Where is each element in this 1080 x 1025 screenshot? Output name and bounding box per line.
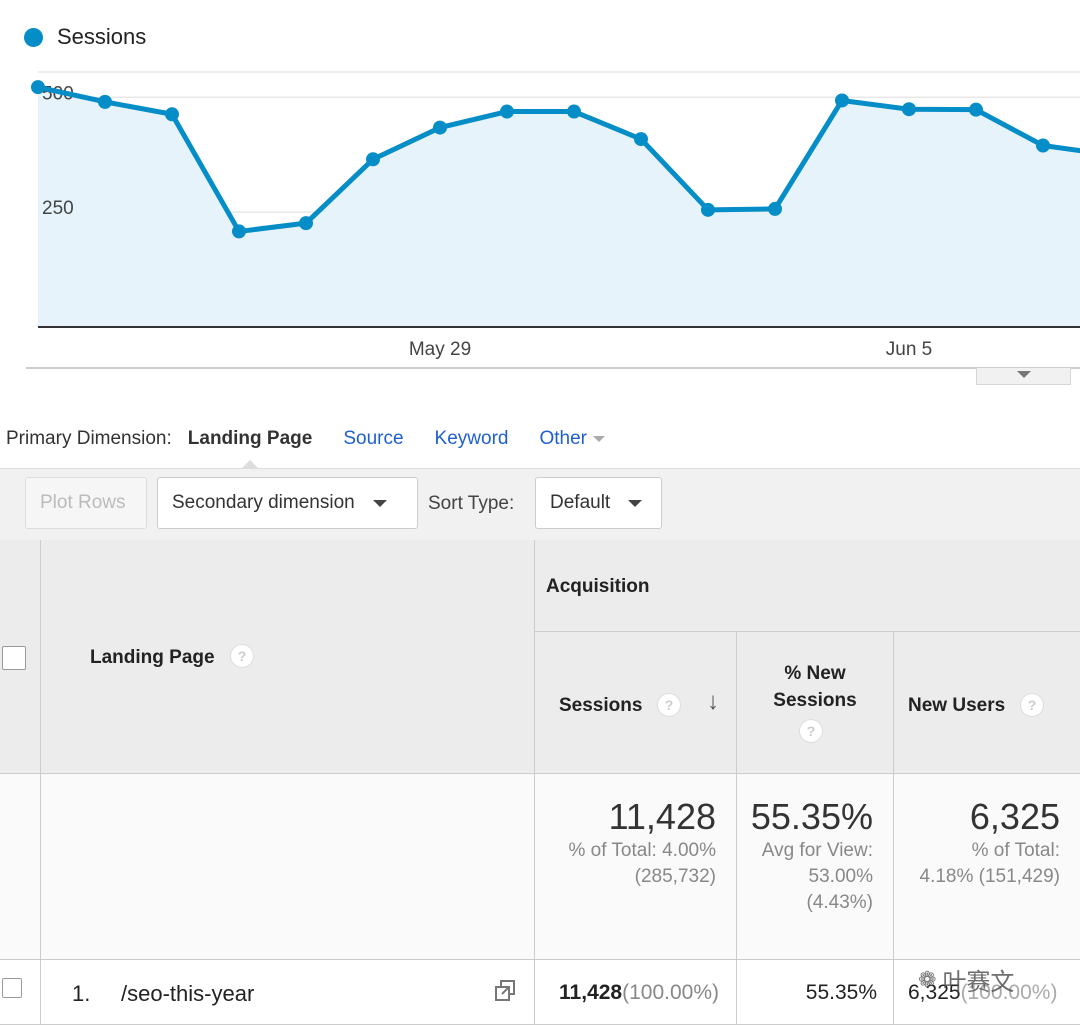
- watermark-text: 叶赛文: [942, 969, 1015, 996]
- table-row-new-sessions: 55.35%: [737, 960, 894, 1025]
- totals-select-cell: [0, 774, 41, 960]
- dimension-keyword-link[interactable]: Keyword: [434, 428, 509, 449]
- caret-down-icon: [593, 435, 605, 442]
- new-sessions-header-line2: Sessions: [773, 690, 857, 711]
- data-point: [634, 132, 648, 147]
- totals-sessions-cell: 11,428 % of Total: 4.00% (285,732): [535, 774, 737, 960]
- active-notch: [242, 460, 259, 468]
- sort-type-dropdown[interactable]: Default: [535, 477, 662, 529]
- watermark: ❁ 叶赛文: [918, 962, 1014, 997]
- sort-descending-icon[interactable]: ↓: [707, 688, 719, 715]
- avg-for-view-diff: (4.43%): [806, 892, 873, 913]
- acquisition-group-header: Acquisition: [535, 540, 1080, 632]
- sessions-area: [38, 87, 1080, 327]
- new-users-header-label: New Users: [908, 695, 1006, 716]
- data-point: [835, 93, 849, 108]
- total-sessions-pct: % of Total: 4.00%: [568, 840, 716, 861]
- data-point: [969, 102, 983, 117]
- new-sessions-header-line1: % New: [784, 663, 846, 684]
- open-external-icon[interactable]: [494, 980, 516, 1002]
- row-new-users-value: 6,325: [908, 981, 961, 1004]
- data-point: [500, 104, 514, 119]
- sort-type-label: Sort Type:: [428, 493, 515, 514]
- new-sessions-column-header[interactable]: % New Sessions ?: [737, 632, 894, 774]
- sessions-column-header[interactable]: Sessions ? ↓: [535, 632, 737, 774]
- y-tick-label: 250: [42, 198, 74, 219]
- help-icon[interactable]: ?: [230, 644, 254, 668]
- data-point: [701, 202, 715, 217]
- sessions-header-label: Sessions: [559, 695, 643, 716]
- table-row-sessions: 11,428(100.00%): [535, 960, 737, 1025]
- data-point: [232, 224, 246, 239]
- acquisition-label: Acquisition: [546, 576, 650, 597]
- data-point: [902, 102, 916, 117]
- help-icon[interactable]: ?: [1020, 693, 1044, 717]
- total-new-users-value: 6,325: [969, 796, 1060, 837]
- total-sessions-value: 11,428: [608, 796, 716, 837]
- row-sessions-pct: (100.00%): [622, 981, 719, 1004]
- primary-dimension-bar: Primary Dimension: Landing Page Source K…: [6, 428, 636, 468]
- data-point: [165, 107, 179, 122]
- dimension-other-link[interactable]: Other: [539, 428, 605, 450]
- row-new-users-pct: (100.00%): [960, 981, 1058, 1004]
- table-row-select-cell: [0, 960, 41, 1025]
- dimension-source-link[interactable]: Source: [343, 428, 404, 449]
- row-index: 1.: [72, 981, 91, 1006]
- wechat-icon: ❁: [918, 966, 937, 992]
- table-row-landing-page: 1. /seo-this-year: [41, 960, 535, 1025]
- data-point: [98, 94, 112, 109]
- data-point: [433, 120, 447, 135]
- total-new-users-pct-label: % of Total:: [971, 840, 1060, 861]
- dropdown-arrow-icon: [372, 499, 387, 507]
- avg-for-view-value: 53.00%: [808, 866, 873, 887]
- row-new-sessions-value: 55.35%: [805, 981, 877, 1004]
- dimension-landing-page[interactable]: Landing Page: [188, 428, 312, 468]
- plot-rows-button[interactable]: Plot Rows: [25, 477, 147, 529]
- total-sessions-overall: (285,732): [634, 866, 716, 887]
- data-point: [31, 80, 45, 95]
- x-tick-label: May 29: [409, 339, 471, 360]
- select-all-cell: [0, 540, 41, 774]
- row-checkbox[interactable]: [2, 978, 22, 998]
- totals-new-users-cell: 6,325 % of Total: 4.18% (151,429): [894, 774, 1080, 960]
- landing-page-header[interactable]: Landing Page ?: [41, 540, 535, 774]
- avg-for-view-label: Avg for View:: [761, 840, 873, 861]
- data-point: [567, 104, 581, 119]
- totals-new-sessions-cell: 55.35% Avg for View: 53.00% (4.43%): [737, 774, 894, 960]
- data-point: [768, 201, 782, 216]
- primary-dimension-label: Primary Dimension:: [6, 428, 172, 449]
- chart-scroll-handle[interactable]: [976, 368, 1071, 385]
- total-new-sessions-value: 55.35%: [750, 796, 873, 837]
- sessions-legend-dot: [24, 27, 43, 47]
- totals-label-cell: [41, 774, 535, 960]
- chevron-down-icon: [1017, 371, 1031, 378]
- data-point: [1036, 138, 1050, 153]
- x-tick-label: Jun 5: [886, 339, 932, 360]
- secondary-dimension-dropdown[interactable]: Secondary dimension: [157, 477, 418, 529]
- data-point: [299, 216, 313, 231]
- select-all-checkbox[interactable]: [2, 646, 26, 670]
- dropdown-arrow-icon: [628, 499, 643, 507]
- help-icon[interactable]: ?: [657, 693, 681, 717]
- landing-page-header-label: Landing Page: [90, 647, 215, 668]
- help-icon[interactable]: ?: [799, 719, 823, 743]
- data-point: [366, 152, 380, 167]
- total-new-users-pct-value: 4.18% (151,429): [919, 866, 1061, 887]
- table-row-new-users: 6,325(100.00%): [894, 960, 1080, 1025]
- chart-legend[interactable]: Sessions: [24, 24, 146, 50]
- legend-label: Sessions: [57, 24, 147, 49]
- table-toolbar: Plot Rows Secondary dimension Sort Type:…: [0, 468, 1080, 541]
- row-sessions-value: 11,428: [559, 981, 623, 1004]
- new-users-column-header[interactable]: New Users ?: [894, 632, 1080, 774]
- row-landing-page-link[interactable]: /seo-this-year: [121, 981, 255, 1006]
